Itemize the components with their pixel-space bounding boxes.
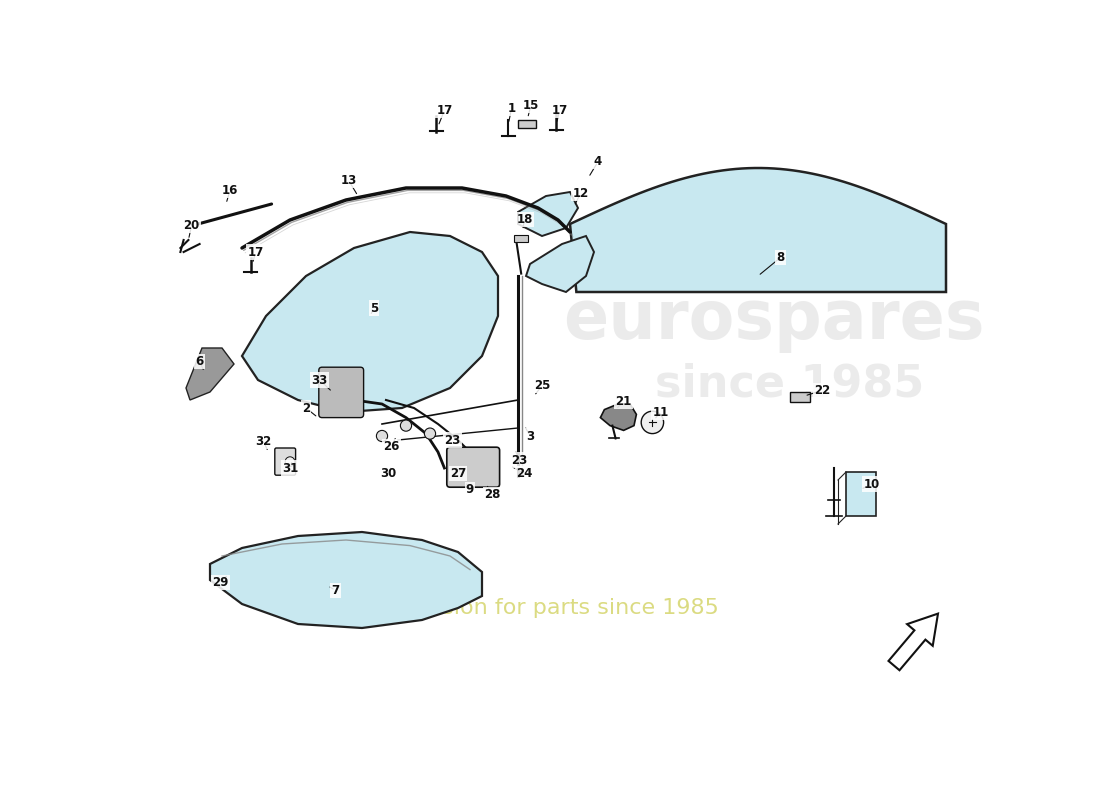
Text: 20: 20 xyxy=(184,219,200,232)
Text: 27: 27 xyxy=(450,467,466,480)
FancyBboxPatch shape xyxy=(447,447,499,487)
Text: 17: 17 xyxy=(437,104,452,117)
Text: 25: 25 xyxy=(534,379,550,392)
FancyBboxPatch shape xyxy=(275,448,296,475)
Text: 29: 29 xyxy=(212,576,229,589)
Circle shape xyxy=(641,411,663,434)
Text: 17: 17 xyxy=(551,104,568,117)
Text: 2: 2 xyxy=(301,402,310,414)
Polygon shape xyxy=(186,348,234,400)
Text: 7: 7 xyxy=(331,584,340,597)
Text: 9: 9 xyxy=(466,483,474,496)
Polygon shape xyxy=(526,236,594,292)
FancyBboxPatch shape xyxy=(319,367,364,418)
Bar xyxy=(518,120,536,128)
Text: eurospares: eurospares xyxy=(563,287,984,353)
Bar xyxy=(514,235,528,242)
Polygon shape xyxy=(242,232,498,412)
Text: 1: 1 xyxy=(507,102,516,114)
Text: 21: 21 xyxy=(616,395,631,408)
Text: 23: 23 xyxy=(444,434,461,446)
Text: 24: 24 xyxy=(516,467,532,480)
Text: 26: 26 xyxy=(384,440,399,453)
Polygon shape xyxy=(601,404,637,430)
Text: 11: 11 xyxy=(652,406,669,418)
Text: 6: 6 xyxy=(196,355,204,368)
Text: 23: 23 xyxy=(512,454,528,466)
Text: 13: 13 xyxy=(340,174,356,186)
Text: a passion for parts since 1985: a passion for parts since 1985 xyxy=(382,598,718,618)
Circle shape xyxy=(400,420,411,431)
Text: 5: 5 xyxy=(370,302,378,314)
Text: 22: 22 xyxy=(814,384,830,397)
FancyArrow shape xyxy=(889,614,938,670)
Circle shape xyxy=(376,430,387,442)
Circle shape xyxy=(425,428,436,439)
Bar xyxy=(790,392,810,402)
Bar xyxy=(846,472,877,516)
Text: 8: 8 xyxy=(777,251,784,264)
Text: 15: 15 xyxy=(522,99,539,112)
Polygon shape xyxy=(570,168,946,292)
Text: 3: 3 xyxy=(526,430,535,442)
Text: 17: 17 xyxy=(248,246,264,258)
Text: 31: 31 xyxy=(282,462,298,474)
Text: 28: 28 xyxy=(484,488,500,501)
Text: since 1985: since 1985 xyxy=(656,362,925,406)
Circle shape xyxy=(285,457,295,466)
Text: 4: 4 xyxy=(594,155,602,168)
Text: 32: 32 xyxy=(255,435,272,448)
Text: 33: 33 xyxy=(311,374,328,386)
Text: 30: 30 xyxy=(381,467,396,480)
Text: 16: 16 xyxy=(222,184,239,197)
Text: 12: 12 xyxy=(572,187,588,200)
Text: 18: 18 xyxy=(516,213,532,226)
Polygon shape xyxy=(518,192,578,236)
Text: 10: 10 xyxy=(864,478,880,490)
Polygon shape xyxy=(210,532,482,628)
